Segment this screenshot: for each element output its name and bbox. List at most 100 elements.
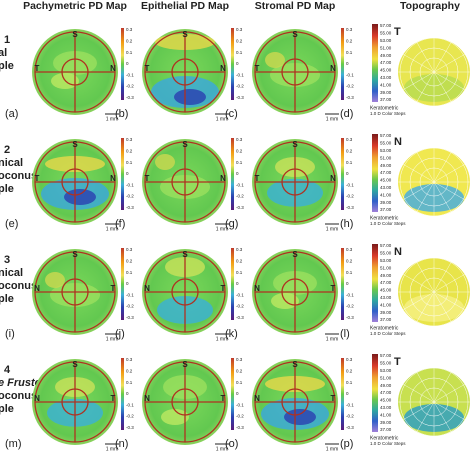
topo-orientation: T [394, 26, 401, 38]
topo-caption: Keratometric [370, 105, 399, 111]
colorbar-label: 0.1 [126, 50, 133, 55]
topo-caption: 1.0 D Color Steps [370, 221, 406, 226]
orientation-right: T [331, 284, 336, 293]
panel-letter: (c) [225, 108, 238, 120]
colorbar [121, 248, 124, 320]
row-label: oconus [0, 390, 37, 402]
map-patch [265, 52, 285, 68]
panel-letter: (g) [225, 218, 238, 230]
colorbar [341, 358, 344, 430]
scale-bar-label: 1 mm [106, 336, 119, 342]
colorbar [121, 138, 124, 210]
topo-colorbar-label: 51.00 [380, 155, 392, 160]
topo-caption: 1.0 D Color Steps [370, 331, 406, 336]
pd-map [32, 249, 118, 335]
colorbar-label: 0.3 [346, 357, 353, 362]
colorbar-label: -0.2 [126, 194, 134, 199]
orientation-right: N [220, 174, 226, 183]
orientation-right: N [330, 174, 336, 183]
topo-caption: Keratometric [370, 215, 399, 221]
topo-colorbar-label: 41.00 [380, 192, 392, 197]
panel-letter: (b) [115, 108, 128, 120]
pd-map [142, 249, 228, 335]
panel-letter: (e) [5, 218, 18, 230]
row-label: oconus [0, 170, 37, 182]
colorbar-label: 0.1 [346, 380, 353, 385]
topo-colorbar-label: 45.00 [380, 398, 392, 403]
topo-colorbar-label: 37.00 [380, 207, 392, 212]
panel-letter: (n) [115, 438, 128, 450]
colorbar [231, 28, 234, 100]
row-label: ple [0, 403, 14, 415]
pd-map [252, 139, 338, 225]
orientation-top: S [292, 30, 298, 39]
colorbar-label: 0.3 [126, 247, 133, 252]
column-header: Stromal PD Map [255, 0, 336, 12]
colorbar [341, 28, 344, 100]
colorbar-label: 0.2 [126, 38, 133, 43]
topo-colorbar-label: 51.00 [380, 265, 392, 270]
orientation-top: S [292, 140, 298, 149]
scale-bar-label: 1 mm [216, 336, 229, 342]
colorbar-label: 0.1 [346, 50, 353, 55]
colorbar-label: -0.3 [126, 425, 134, 430]
panel-letter: (o) [225, 438, 238, 450]
panel-letter: (j) [115, 328, 125, 340]
colorbar-label: 0.2 [126, 258, 133, 263]
pd-map [32, 359, 118, 445]
colorbar-label: 0.1 [236, 50, 243, 55]
topo-colorbar-label: 47.00 [380, 170, 392, 175]
colorbar-label: -0.2 [236, 194, 244, 199]
colorbar-label: 0.1 [126, 380, 133, 385]
colorbar-label: -0.2 [236, 414, 244, 419]
topo-colorbar-label: 55.00 [380, 31, 392, 36]
panel-letter: (k) [225, 328, 238, 340]
colorbar-label: 0 [126, 391, 129, 396]
colorbar-label: -0.2 [346, 194, 354, 199]
topo-colorbar-label: 55.00 [380, 361, 392, 366]
topo-colorbar-label: 49.00 [380, 273, 392, 278]
colorbar-label: 0 [236, 281, 239, 286]
pd-map [252, 29, 338, 115]
topo-caption: 1.0 D Color Steps [370, 441, 406, 446]
colorbar-label: -0.3 [236, 95, 244, 100]
topo-colorbar-label: 55.00 [380, 251, 392, 256]
topo-colorbar-label: 43.00 [380, 295, 392, 300]
topo-colorbar-label: 45.00 [380, 288, 392, 293]
colorbar-label: -0.2 [346, 84, 354, 89]
colorbar-label: -0.3 [346, 425, 354, 430]
row-label: ple [0, 183, 14, 195]
topo-colorbar-label: 43.00 [380, 405, 392, 410]
column-header: Pachymetric PD Map [23, 0, 127, 12]
colorbar-label: -0.2 [236, 84, 244, 89]
panel-letter: (p) [340, 438, 353, 450]
colorbar-label: 0 [346, 391, 349, 396]
topo-colorbar-label: 37.00 [380, 427, 392, 432]
colorbar-label: -0.1 [236, 402, 244, 407]
scale-bar-label: 1 mm [216, 446, 229, 452]
scale-bar-label: 1 mm [106, 226, 119, 232]
topo-colorbar-label: 57.00 [380, 23, 392, 28]
topo-colorbar-label: 47.00 [380, 60, 392, 65]
orientation-top: S [72, 30, 78, 39]
colorbar-label: 0 [346, 171, 349, 176]
colorbar-label: -0.2 [126, 84, 134, 89]
topo-caption: Keratometric [370, 435, 399, 441]
topo-colorbar-label: 41.00 [380, 412, 392, 417]
colorbar-label: -0.3 [236, 205, 244, 210]
colorbar-label: 0.3 [126, 27, 133, 32]
colorbar-label: 0.3 [126, 357, 133, 362]
colorbar [231, 248, 234, 320]
topo-colorbar-label: 39.00 [380, 420, 392, 425]
colorbar-label: -0.1 [346, 402, 354, 407]
map-patch [155, 154, 175, 170]
topo-colorbar-label: 37.00 [380, 97, 392, 102]
row-label: 2 [4, 144, 10, 156]
topo-colorbar-label: 47.00 [380, 280, 392, 285]
scale-bar-label: 1 mm [106, 446, 119, 452]
colorbar-label: 0.1 [346, 160, 353, 165]
colorbar-label: 0.2 [236, 368, 243, 373]
row-label: 3 [4, 254, 10, 266]
colorbar-label: -0.2 [236, 304, 244, 309]
